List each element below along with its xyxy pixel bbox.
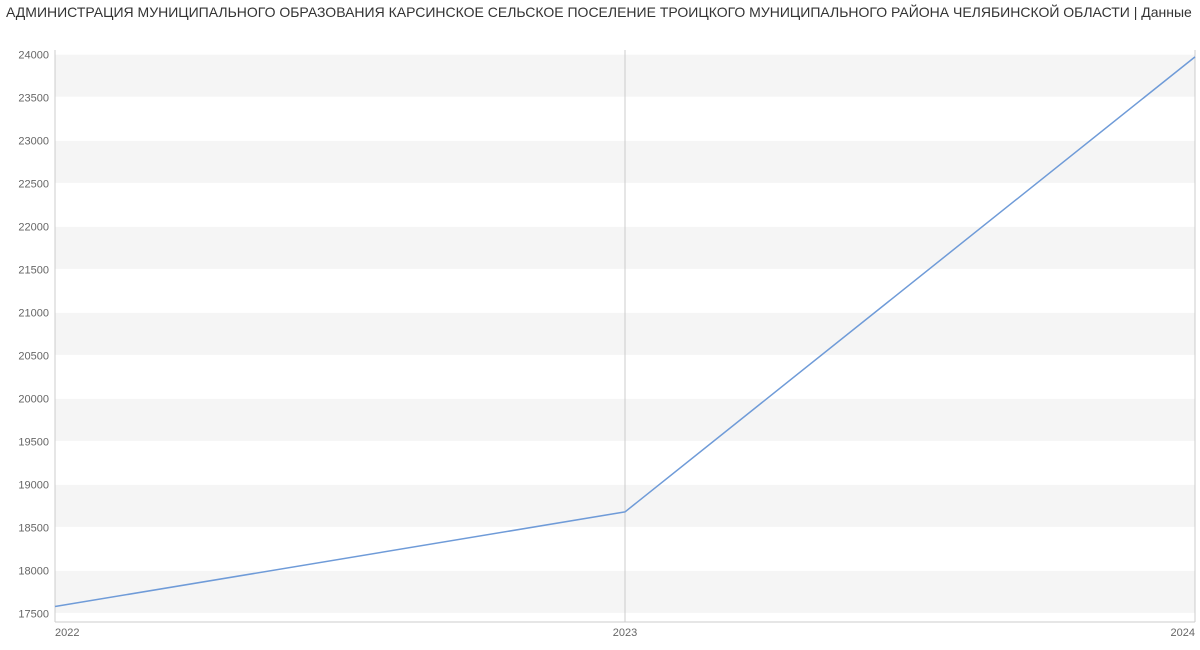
y-tick-label: 23500 — [18, 92, 49, 104]
y-tick-label: 17500 — [18, 608, 49, 620]
y-tick-label: 19500 — [18, 436, 49, 448]
y-tick-label: 18500 — [18, 522, 49, 534]
y-tick-label: 20000 — [18, 393, 49, 405]
y-tick-label: 21500 — [18, 264, 49, 276]
y-tick-label: 22500 — [18, 178, 49, 190]
y-tick-label: 21000 — [18, 307, 49, 319]
y-tick-label: 24000 — [18, 49, 49, 61]
y-tick-label: 18000 — [18, 565, 49, 577]
y-tick-label: 20500 — [18, 350, 49, 362]
x-tick-label: 2022 — [55, 627, 79, 639]
y-tick-label: 23000 — [18, 135, 49, 147]
y-tick-label: 22000 — [18, 221, 49, 233]
chart-area: 17500 18000 18500 19000 19500 20000 20500 21000… — [0, 22, 1200, 642]
x-tick-label: 2023 — [613, 627, 637, 639]
chart-title: АДМИНИСТРАЦИЯ МУНИЦИПАЛЬНОГО ОБРАЗОВАНИЯ… — [0, 0, 1200, 22]
x-tick-label: 2024 — [1171, 627, 1195, 639]
chart-svg: 17500 18000 18500 19000 19500 20000 20500 21000… — [0, 22, 1200, 642]
y-tick-label: 19000 — [18, 479, 49, 491]
